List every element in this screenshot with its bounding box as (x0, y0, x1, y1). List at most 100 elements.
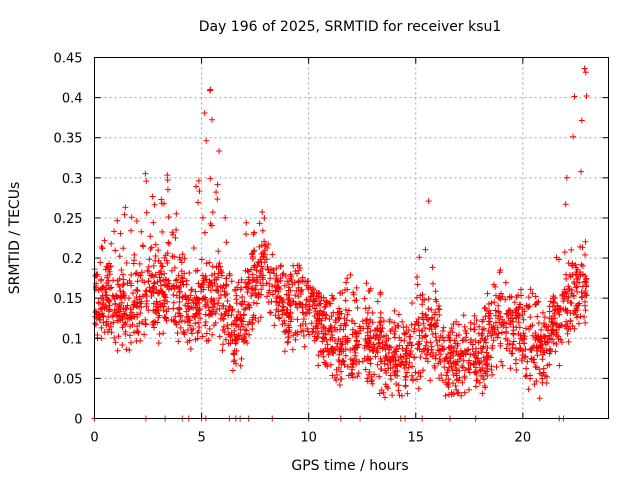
data-point (213, 306, 220, 313)
data-point (112, 339, 119, 346)
data-point (187, 346, 194, 353)
data-point (443, 372, 450, 379)
data-point (577, 272, 584, 279)
data-point (267, 275, 274, 282)
data-point (198, 256, 205, 263)
data-point (440, 346, 447, 353)
data-point (523, 365, 530, 372)
y-tick-label: 0.3 (62, 172, 83, 187)
data-point (518, 355, 525, 362)
data-point (389, 392, 396, 399)
data-point (108, 240, 115, 247)
data-point (137, 300, 144, 307)
data-point (381, 360, 388, 367)
data-point (231, 347, 238, 354)
data-point (249, 250, 256, 257)
data-point (126, 347, 133, 354)
data-point (264, 293, 271, 300)
data-point (433, 337, 440, 344)
data-point (320, 335, 327, 342)
data-point (493, 364, 500, 371)
data-point (354, 304, 361, 311)
data-point (157, 278, 164, 285)
data-point (569, 323, 576, 330)
data-point (539, 345, 546, 352)
data-point (134, 278, 141, 285)
data-point (196, 188, 203, 195)
data-point (455, 321, 462, 328)
data-point (419, 296, 426, 303)
data-point (295, 293, 302, 300)
data-point (193, 183, 200, 190)
data-point (464, 347, 471, 354)
data-point (224, 322, 231, 328)
data-point (104, 274, 111, 281)
data-point (202, 319, 209, 326)
data-point (447, 349, 454, 356)
data-point (558, 321, 565, 328)
data-point (389, 353, 396, 360)
data-point (405, 364, 412, 371)
data-point (106, 271, 113, 278)
data-point (103, 279, 110, 286)
data-point (149, 193, 156, 200)
data-point (575, 302, 582, 309)
data-point (155, 247, 162, 254)
data-point (421, 324, 428, 331)
data-point (482, 384, 489, 391)
data-point (117, 308, 124, 315)
data-point (418, 327, 425, 334)
data-point (386, 343, 393, 350)
data-point (229, 306, 236, 313)
data-point (188, 326, 195, 333)
data-point (99, 245, 106, 252)
data-point (299, 274, 306, 281)
data-point (99, 304, 106, 311)
data-point (151, 283, 158, 290)
data-point (207, 175, 214, 182)
data-point (527, 345, 534, 352)
data-point (448, 363, 455, 370)
data-point (300, 332, 307, 339)
data-point (579, 244, 586, 251)
data-point (407, 351, 414, 358)
data-point (150, 219, 157, 226)
data-point (136, 260, 143, 267)
data-point (574, 275, 581, 282)
data-point (419, 301, 426, 308)
data-point (138, 269, 145, 276)
data-point (555, 323, 562, 330)
data-point (219, 347, 226, 354)
data-point (341, 361, 348, 368)
data-point (172, 234, 179, 241)
data-point (550, 340, 557, 347)
data-point (315, 289, 322, 296)
data-point (183, 281, 190, 288)
data-point (257, 268, 264, 275)
data-point (523, 372, 530, 379)
data-point (243, 327, 250, 334)
data-point (415, 340, 422, 347)
data-point (166, 283, 173, 290)
data-point (442, 392, 449, 399)
x-tick-label: 5 (197, 431, 205, 446)
data-point (249, 326, 256, 333)
data-point (411, 325, 418, 332)
data-point (128, 227, 135, 234)
data-point (136, 320, 143, 327)
data-point (495, 330, 502, 337)
data-point (455, 389, 462, 396)
data-point (208, 280, 215, 287)
y-tick-label: 0.05 (54, 372, 83, 387)
data-point (221, 329, 228, 336)
data-point (310, 297, 317, 304)
y-axis-label: SRMTID / TECUs (7, 182, 23, 295)
data-point (432, 288, 439, 295)
data-point (195, 177, 202, 184)
data-point (164, 172, 171, 179)
data-point (347, 356, 354, 363)
data-point (301, 343, 308, 350)
data-point (250, 264, 257, 271)
data-point (582, 278, 588, 285)
data-point (159, 263, 166, 270)
